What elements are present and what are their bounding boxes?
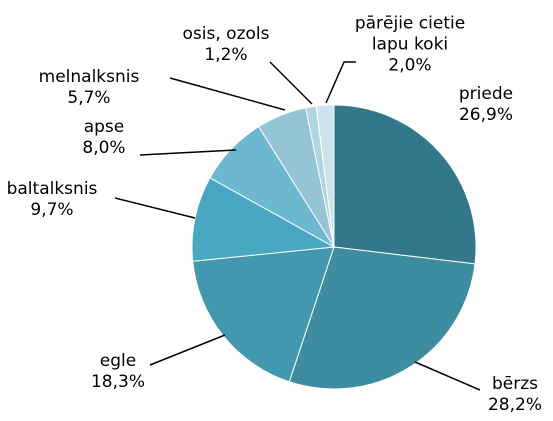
slice-name: bērzs (491, 374, 539, 394)
slice-value: 1,2% (204, 45, 248, 65)
slice-label: egle 18,3% (91, 351, 145, 393)
pie-slice (315, 104, 335, 248)
leader-line (269, 61, 313, 105)
slice-label: apse 8,0% (82, 117, 125, 159)
pie-slice (288, 246, 476, 390)
slice-label: osis, ozols 1,2% (183, 24, 270, 66)
slice-name: baltalksnis (6, 179, 98, 199)
leader-line (114, 197, 196, 219)
slice-label: bērzs 28,2% (488, 374, 542, 416)
slice-name: osis, ozols (182, 24, 270, 44)
slice-value: 2,0% (388, 55, 432, 76)
slice-name: priede (458, 84, 514, 104)
slice-value: 5,7% (67, 88, 111, 108)
pie-slice (191, 177, 336, 262)
slice-value: 9,7% (30, 200, 74, 220)
slice-name: pārējie cietie lapu koki (354, 13, 466, 55)
slice-name: apse (83, 117, 125, 137)
leader-line (325, 61, 356, 104)
slice-name: egle (99, 351, 137, 371)
leader-line (414, 361, 481, 391)
leader-line (139, 149, 237, 156)
leader-line (149, 334, 226, 366)
slice-name: melnalksnis (38, 67, 140, 87)
pie-slice (333, 104, 477, 265)
slice-value: 26,9% (458, 105, 513, 125)
slice-value: 28,2% (487, 395, 543, 415)
slice-label: pārējie cietie lapu koki 2,0% (335, 14, 485, 77)
leader-line (169, 77, 286, 111)
slice-value: 18,3% (90, 372, 146, 392)
slice-label: priede 26,9% (459, 84, 513, 126)
slice-label: baltalksnis 9,7% (7, 179, 98, 221)
slice-label: melnalksnis 5,7% (39, 67, 140, 109)
slice-value: 8,0% (82, 138, 126, 158)
